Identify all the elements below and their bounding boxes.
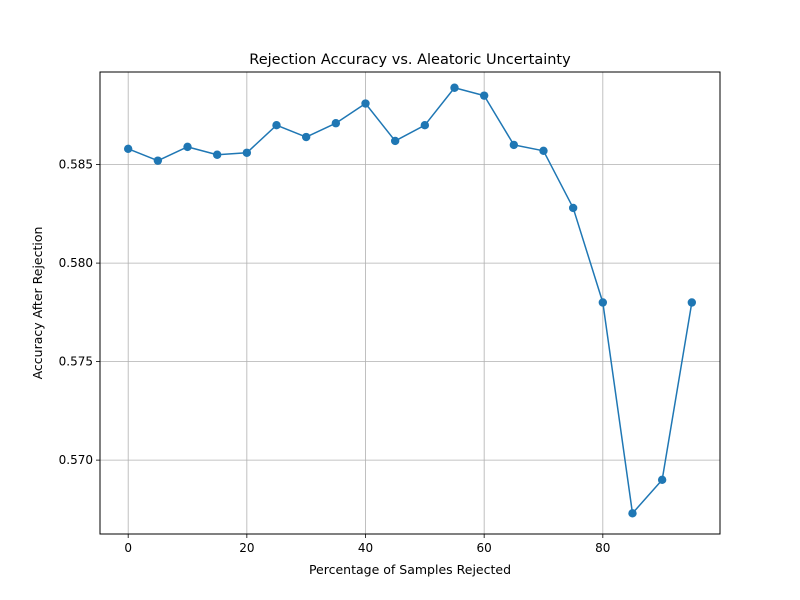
plot-area-frame xyxy=(99,71,721,535)
data-point xyxy=(242,148,252,157)
chart-title: Rejection Accuracy vs. Aleatoric Uncerta… xyxy=(249,52,571,68)
y-tick-label: 0.575 xyxy=(59,355,93,369)
y-tick-label: 0.580 xyxy=(59,256,93,270)
data-point xyxy=(153,156,163,165)
x-tick-label: 20 xyxy=(239,541,254,555)
data-point xyxy=(212,150,222,159)
data-point xyxy=(509,140,519,150)
data-point xyxy=(687,298,697,307)
data-point xyxy=(301,132,311,142)
series-markers xyxy=(123,83,697,518)
data-point xyxy=(390,136,400,146)
y-tick-label: 0.570 xyxy=(59,453,93,467)
x-axis-ticks: 0 20 40 60 80 xyxy=(124,534,610,555)
x-tick-label: 60 xyxy=(477,541,492,555)
series-line-group xyxy=(127,87,693,515)
y-axis-label: Accuracy After Rejection xyxy=(30,227,45,380)
x-tick-label: 40 xyxy=(358,541,373,555)
data-point xyxy=(598,298,608,307)
data-point xyxy=(539,146,548,156)
y-axis-ticks: 0.570 0.575 0.580 0.585 xyxy=(59,158,100,467)
x-tick-label: 0 xyxy=(124,541,132,555)
data-point xyxy=(628,509,637,518)
data-point xyxy=(272,120,281,130)
data-point xyxy=(657,475,667,485)
data-point xyxy=(450,83,459,92)
series-line xyxy=(127,87,693,515)
data-point xyxy=(183,142,192,152)
data-point xyxy=(331,119,341,128)
x-tick-label: 80 xyxy=(595,541,610,555)
data-point xyxy=(420,120,430,130)
data-point xyxy=(568,203,578,213)
data-point xyxy=(361,99,370,108)
data-point xyxy=(479,91,489,100)
y-tick-label: 0.585 xyxy=(59,158,93,172)
x-axis-label: Percentage of Samples Rejected xyxy=(309,562,511,577)
data-point xyxy=(123,144,133,154)
